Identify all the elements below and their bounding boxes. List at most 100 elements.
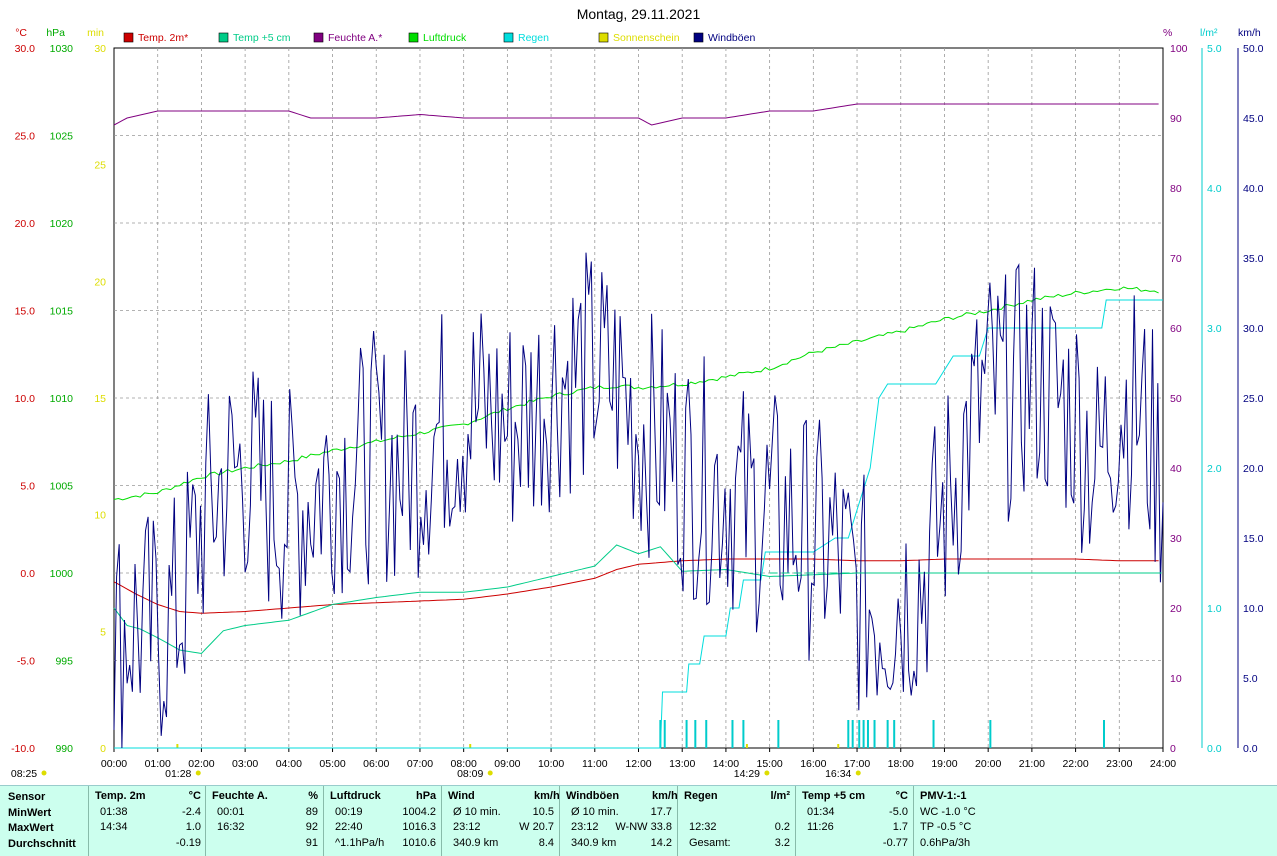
stats-temp2m-value: -2.4	[182, 805, 201, 818]
rain-axis-tick-label: 0.0	[1207, 743, 1222, 755]
statistics-panel: Sensor MinWert MaxWert Durchschnitt Temp…	[0, 785, 1277, 856]
legend-label: Temp. 2m*	[138, 32, 188, 44]
legend-swatch	[693, 32, 704, 43]
stats-windboeen-unit: km/h	[652, 790, 678, 802]
bottom-marker-label: 14:29	[734, 768, 760, 780]
stats-wind-time: 23:12	[453, 821, 481, 833]
x-tick-label: 22:00	[1062, 758, 1088, 770]
bottom-marker-dot	[195, 770, 201, 776]
stats-feuchte-unit: %	[308, 790, 318, 802]
sun-axis-tick-label: 30	[94, 43, 106, 55]
stats-temp5cm-value: -0.77	[882, 836, 908, 849]
bottom-marker-label: 01:28	[165, 768, 191, 780]
legend-swatch	[123, 32, 134, 43]
legend-label: Sonnenschein	[613, 32, 680, 44]
stats-temp2m-time: 14:34	[100, 821, 128, 833]
stats-windboeen-time: 23:12	[571, 821, 599, 833]
series-line	[113, 544, 1159, 655]
sun-axis-tick-label: 25	[94, 160, 106, 172]
x-tick-label: 01:00	[145, 758, 171, 770]
pressure-axis-tick-label: 995	[55, 656, 73, 668]
x-tick-label: 23:00	[1106, 758, 1132, 770]
stats-temp2m-header: Temp. 2m	[95, 790, 146, 802]
stats-regen-value: 0.2	[774, 821, 790, 833]
stats-luftdruck-value: 1010.6	[402, 836, 436, 849]
x-tick-label: 12:00	[625, 758, 651, 770]
wind-axis-tick-label: 45.0	[1243, 113, 1264, 125]
pressure-axis-tick-label: 1020	[50, 218, 74, 230]
stats-temp2m-unit: °C	[188, 790, 201, 802]
temp-axis-tick-label: 15.0	[15, 306, 36, 318]
humidity-axis-unit: %	[1163, 27, 1172, 39]
stats-row-label-avg: Durchschnitt	[8, 837, 76, 850]
stats-feuchte-value: 92	[305, 821, 318, 833]
bottom-marker-label: 08:09	[457, 768, 483, 780]
stats-row-label-min: MinWert	[8, 806, 52, 819]
stats-regen-unit: l/m²	[770, 790, 790, 802]
stats-temp2m-value: -0.19	[175, 836, 201, 849]
bottom-marker-label: 08:25	[11, 768, 37, 780]
humidity-axis-tick-label: 90	[1170, 113, 1182, 125]
bottom-marker-dot	[487, 770, 493, 776]
wind-axis-tick-label: 5.0	[1243, 673, 1258, 685]
stats-feuchte-time: 00:01	[217, 805, 245, 818]
stats-windboeen-header: Windböen	[566, 790, 620, 802]
weather-chart: 00:00 01:00 02:00 03:00 04:00 05:00 06:00 07:00…	[11, 27, 1264, 780]
stats-temp5cm-time: 11:26	[807, 821, 834, 833]
stats-temp2m-time: 01:38	[100, 805, 128, 818]
x-tick-label: 20:00	[975, 758, 1001, 770]
stats-feuchte-header: Feuchte A.	[212, 790, 268, 802]
stats-feuchte-value: 89	[305, 805, 318, 818]
stats-wind-value: W 20.7	[519, 821, 554, 833]
x-tick-label: 15:00	[756, 758, 782, 770]
stats-wind-value: 8.4	[538, 836, 554, 849]
temp-axis-tick-label: 30.0	[15, 43, 36, 55]
series-line	[113, 558, 1159, 614]
humidity-axis-tick-label: 70	[1170, 253, 1182, 265]
temp-axis-tick-label: -10.0	[11, 743, 35, 755]
stats-regen-time: Gesamt:	[689, 836, 731, 849]
x-tick-label: 04:00	[276, 758, 302, 770]
rain-axis-unit: l/m²	[1200, 27, 1218, 39]
x-tick-label: 19:00	[931, 758, 957, 770]
stats-sensor-header: Sensor	[8, 791, 46, 803]
stats-regen-header: Regen	[684, 790, 718, 802]
series-line	[113, 252, 1164, 749]
x-tick-label: 18:00	[888, 758, 914, 770]
stats-luftdruck-header: Luftdruck	[330, 790, 381, 802]
pressure-axis-tick-label: 1030	[50, 43, 74, 55]
stats-temp5cm-value: 1.7	[892, 821, 908, 833]
stats-pmv-value: TP -0.5 °C	[920, 821, 972, 833]
pressure-axis-tick-label: 1010	[50, 393, 74, 405]
stats-pmv-value: 0.6hPa/3h	[920, 836, 971, 849]
sun-axis-tick-label: 10	[94, 510, 106, 522]
bottom-marker-dot	[764, 770, 770, 776]
stats-regen-value: 3.2	[774, 836, 790, 849]
stats-windboeen-time: Ø 10 min.	[571, 805, 619, 818]
legend-label: Windböen	[708, 32, 755, 44]
stats-wind-header: Wind	[448, 790, 475, 802]
bottom-marker-label: 16:34	[825, 768, 851, 780]
wind-axis-unit: km/h	[1238, 27, 1261, 39]
stats-wind-time: 340.9 km	[453, 836, 499, 849]
legend-label: Temp +5 cm	[233, 32, 291, 44]
pressure-axis-tick-label: 1005	[50, 481, 74, 493]
stats-windboeen-value: W-NW 33.8	[615, 821, 672, 833]
stats-luftdruck-value: 1004.2	[402, 805, 436, 818]
stats-windboeen-value: 17.7	[650, 805, 672, 818]
stats-luftdruck-time: 00:19	[335, 805, 363, 818]
humidity-axis-tick-label: 0	[1170, 743, 1176, 755]
x-tick-label: 14:00	[713, 758, 739, 770]
stats-pmv-value: WC -1.0 °C	[920, 805, 976, 818]
humidity-axis-tick-label: 10	[1170, 673, 1182, 685]
humidity-axis-tick-label: 20	[1170, 603, 1182, 615]
wind-axis-tick-label: 20.0	[1243, 463, 1264, 475]
humidity-axis-tick-label: 60	[1170, 323, 1182, 335]
humidity-axis-tick-label: 40	[1170, 463, 1182, 475]
x-tick-label: 09:00	[494, 758, 520, 770]
stats-sensor-column: Sensor MinWert MaxWert Durchschnitt	[8, 790, 88, 852]
temp-axis-tick-label: 0.0	[20, 568, 35, 580]
series-line	[114, 299, 1163, 749]
humidity-axis-tick-label: 100	[1170, 43, 1188, 55]
temp-axis-tick-label: -5.0	[17, 656, 35, 668]
